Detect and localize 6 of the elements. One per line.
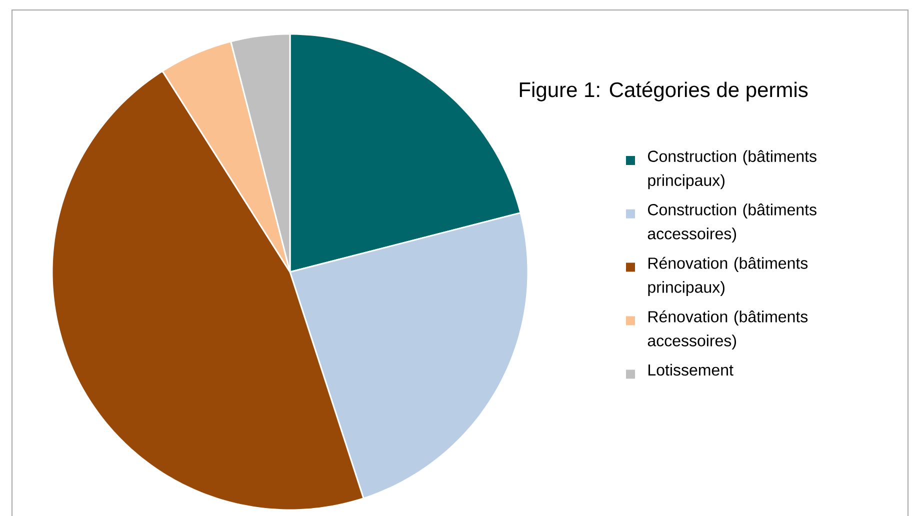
legend-label: Rénovation (bâtiments principaux) xyxy=(648,256,808,296)
legend-label: Lotissement xyxy=(648,364,734,376)
text: Figure 1: Catégories de permis xyxy=(520,82,808,102)
legend-label: Rénovation (bâtiments accessoires) xyxy=(648,310,808,350)
legend-label: Construction (bâtiments principaux) xyxy=(648,150,816,190)
legend-label: Construction (bâtiments accessoires) xyxy=(648,204,816,243)
